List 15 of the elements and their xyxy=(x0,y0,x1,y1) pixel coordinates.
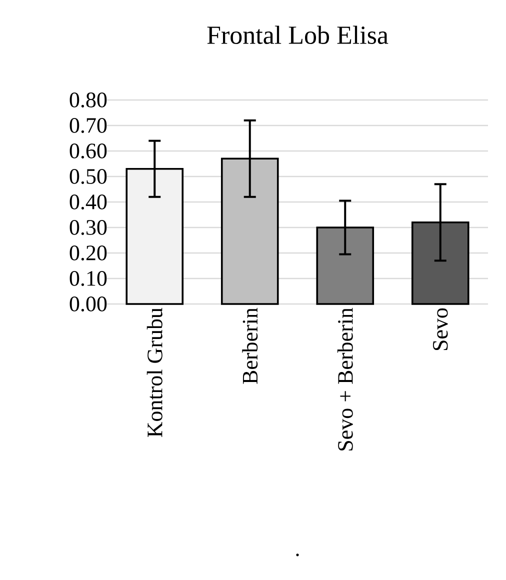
y-tick-label: 0.10 xyxy=(70,271,107,286)
y-tick-label: 0.40 xyxy=(70,194,107,210)
y-tick-label: 0.50 xyxy=(70,169,107,184)
y-tick-label: 0.30 xyxy=(70,220,107,235)
chart-title: Frontal Lob Elisa xyxy=(207,26,388,44)
y-tick-label: 0.60 xyxy=(70,144,107,158)
x-tick-label: Sevo xyxy=(432,308,448,350)
x-tick-label: Berberin xyxy=(242,308,258,384)
x-tick-label: Sevo + Berberin xyxy=(337,308,353,450)
y-tick-label: 0.00 xyxy=(70,296,107,312)
y-tick-label: 0.80 xyxy=(70,92,107,108)
y-tick-label: 0.20 xyxy=(70,246,107,260)
y-tick-label: 0.70 xyxy=(70,118,107,133)
x-axis-title: . xyxy=(296,554,299,556)
x-tick-label: Kontrol Grubu xyxy=(146,308,162,438)
